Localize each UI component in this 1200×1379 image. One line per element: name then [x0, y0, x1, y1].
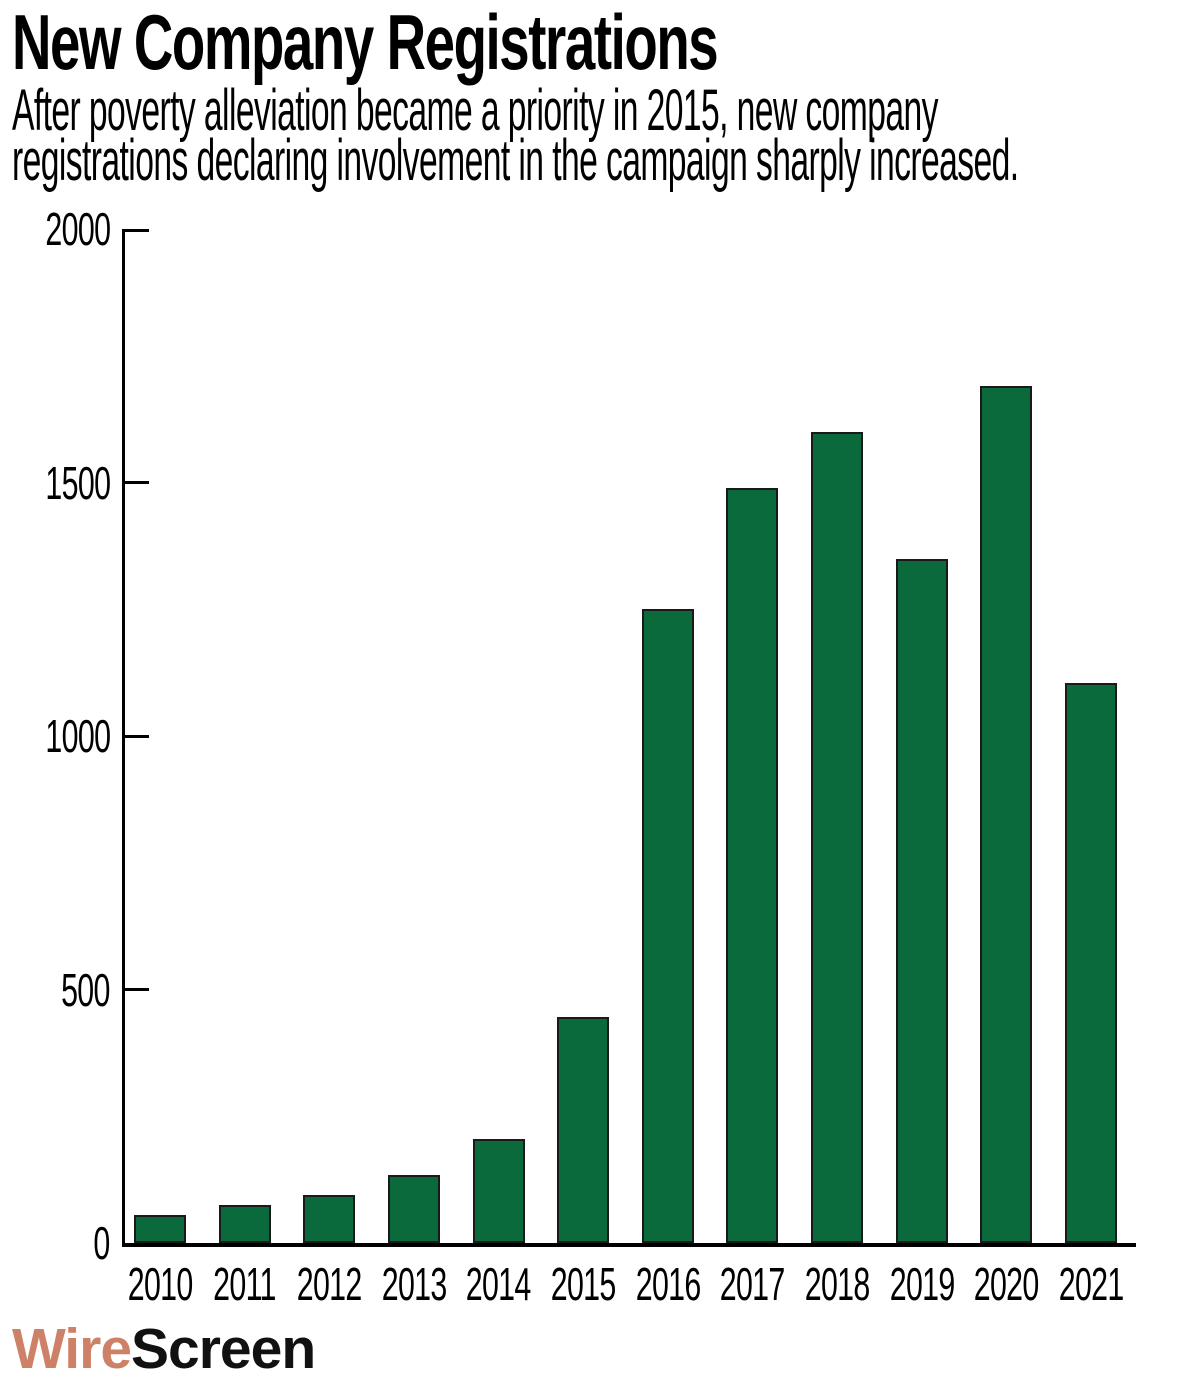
chart-subtitle: After poverty alleviation became a prior…	[12, 78, 1019, 193]
bar-2011	[218, 1205, 271, 1243]
x-tick-label: 2012	[296, 1258, 363, 1310]
page-title: New Company Registrations	[12, 0, 719, 86]
x-tick-label: 2016	[635, 1258, 701, 1310]
bar-2021	[1065, 683, 1118, 1243]
chart-subtitle-line2: registrations declaring involvement in t…	[12, 128, 1019, 193]
y-tick-label: 500	[61, 963, 110, 1016]
bar-2017	[726, 488, 779, 1243]
x-tick-label: 2017	[720, 1258, 786, 1310]
y-tick-label: 1000	[45, 710, 111, 762]
x-tick-label: 2011	[213, 1258, 276, 1310]
bar-2012	[303, 1195, 356, 1243]
x-tick-label: 2013	[381, 1258, 447, 1310]
x-tick-label: 2021	[1058, 1258, 1125, 1310]
x-tick-label: 2019	[889, 1258, 955, 1310]
y-tick-label: 0	[93, 1217, 111, 1269]
x-tick-label: 2014	[466, 1258, 532, 1310]
y-tick-mark	[125, 229, 149, 232]
y-tick-label: 1500	[45, 456, 111, 509]
wirescreen-logo: WireScreen	[12, 1316, 316, 1379]
bar-2020	[980, 386, 1033, 1243]
y-tick-mark	[125, 481, 149, 484]
y-tick-mark	[125, 734, 149, 738]
bar-2016	[641, 609, 694, 1243]
logo-screen: Screen	[131, 1317, 316, 1379]
x-tick-label: 2015	[550, 1258, 617, 1310]
bar-2018	[811, 432, 864, 1243]
bar-2010	[134, 1215, 186, 1243]
x-tick-label: 2018	[804, 1258, 871, 1310]
y-tick-mark	[125, 988, 149, 991]
bar-2014	[472, 1139, 525, 1243]
logo-wire: Wire	[12, 1317, 132, 1379]
x-tick-label: 2020	[973, 1258, 1040, 1310]
bar-2013	[387, 1175, 440, 1243]
bar-2015	[557, 1017, 610, 1243]
chart-subtitle-line1: After poverty alleviation became a prior…	[12, 78, 938, 143]
bar-2019	[895, 559, 948, 1243]
plot-area	[122, 229, 1136, 1247]
y-tick-label: 2000	[45, 203, 111, 255]
x-tick-label: 2010	[127, 1258, 194, 1310]
